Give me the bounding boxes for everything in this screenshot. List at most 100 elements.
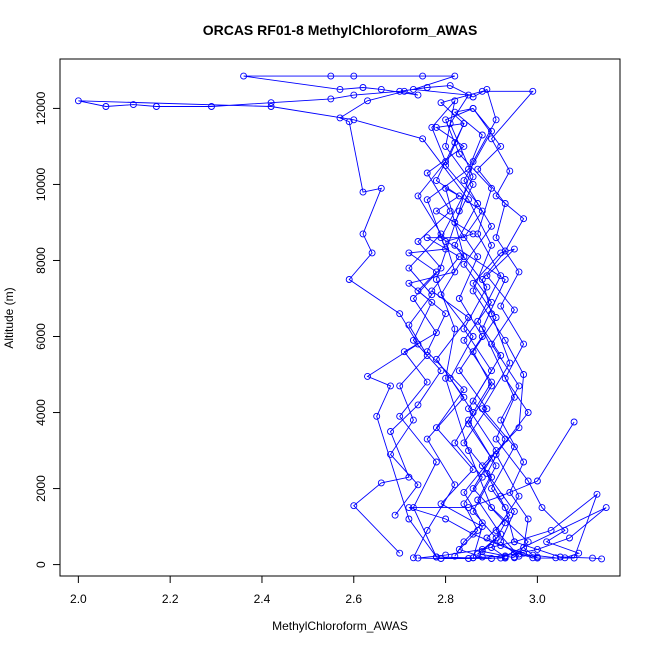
data-point	[469, 507, 477, 515]
data-point	[327, 95, 335, 103]
data-point	[267, 99, 275, 107]
data-point	[547, 526, 555, 534]
data-point	[455, 295, 463, 302]
data-point	[497, 542, 505, 550]
data-point	[469, 333, 477, 340]
data-point	[510, 507, 518, 515]
data-point	[465, 555, 472, 562]
data-point	[570, 418, 578, 426]
data-point	[405, 264, 413, 272]
data-point	[488, 473, 495, 481]
series-5	[405, 104, 541, 562]
data-point	[488, 135, 495, 143]
data-point	[501, 374, 509, 382]
data-point	[483, 272, 491, 280]
data-point	[488, 485, 495, 493]
data-point	[488, 127, 495, 135]
data-point	[497, 272, 505, 280]
data-point	[598, 555, 606, 563]
y-tick-label: 8000	[34, 247, 48, 274]
data-point	[501, 336, 509, 344]
data-point	[396, 382, 404, 390]
data-point	[455, 192, 463, 200]
data-point	[377, 85, 385, 93]
data-point	[478, 523, 486, 531]
data-point	[451, 552, 459, 560]
data-point	[533, 545, 541, 553]
data-point	[506, 488, 514, 496]
y-tick-label: 4000	[34, 399, 48, 426]
data-point	[442, 310, 450, 318]
data-point	[520, 371, 528, 378]
data-point	[387, 428, 394, 435]
data-point	[432, 424, 440, 432]
y-tick-label: 0	[34, 561, 48, 568]
data-point	[478, 87, 486, 95]
data-point	[396, 310, 404, 318]
data-point	[414, 554, 422, 562]
data-point	[451, 219, 459, 226]
data-point	[419, 72, 427, 80]
data-point	[478, 131, 486, 139]
data-point	[506, 359, 514, 367]
data-point	[460, 386, 468, 394]
series-4	[350, 184, 486, 561]
data-point	[469, 230, 477, 238]
data-point	[515, 268, 523, 276]
data-point	[478, 276, 486, 283]
data-point	[524, 515, 532, 523]
data-point	[543, 538, 551, 546]
data-point	[377, 479, 385, 487]
series-layer	[74, 72, 610, 563]
data-point	[492, 314, 500, 321]
x-tick-label: 2.4	[254, 592, 271, 606]
data-point	[497, 530, 505, 538]
data-point	[556, 553, 564, 561]
data-point	[451, 481, 459, 489]
series-line	[399, 123, 506, 559]
series-line	[463, 108, 529, 559]
data-point	[152, 103, 160, 110]
x-axis-label: MethylChloroform_AWAS	[272, 619, 408, 633]
series-line	[408, 421, 607, 559]
data-point	[474, 550, 482, 558]
data-point	[387, 450, 394, 458]
data-point	[460, 439, 468, 447]
data-point	[465, 405, 472, 413]
data-point	[492, 234, 500, 242]
data-point	[423, 352, 431, 359]
data-point	[488, 241, 495, 249]
data-point	[423, 234, 431, 242]
data-point	[501, 276, 509, 283]
data-point	[497, 142, 505, 150]
data-point	[451, 439, 459, 447]
series-8	[460, 104, 532, 562]
data-point	[267, 103, 275, 110]
data-point	[469, 279, 477, 287]
series-3	[409, 87, 537, 562]
data-point	[488, 222, 495, 230]
data-point	[74, 97, 82, 105]
data-point	[405, 279, 413, 287]
data-point	[446, 82, 454, 90]
data-point	[566, 534, 573, 542]
data-point	[405, 504, 413, 512]
data-point	[364, 97, 371, 105]
data-point	[419, 135, 427, 143]
data-point	[414, 481, 422, 489]
data-point	[345, 118, 353, 126]
x-tick-label: 2.0	[70, 592, 87, 606]
data-point	[497, 302, 505, 310]
data-point	[460, 142, 468, 150]
data-point	[501, 552, 509, 560]
data-point	[405, 321, 413, 329]
x-tick-label: 2.6	[345, 592, 362, 606]
data-point	[455, 253, 463, 261]
data-point	[414, 192, 422, 200]
data-point	[469, 173, 477, 181]
data-point	[589, 554, 596, 562]
data-point	[469, 180, 477, 188]
data-point	[478, 325, 486, 333]
